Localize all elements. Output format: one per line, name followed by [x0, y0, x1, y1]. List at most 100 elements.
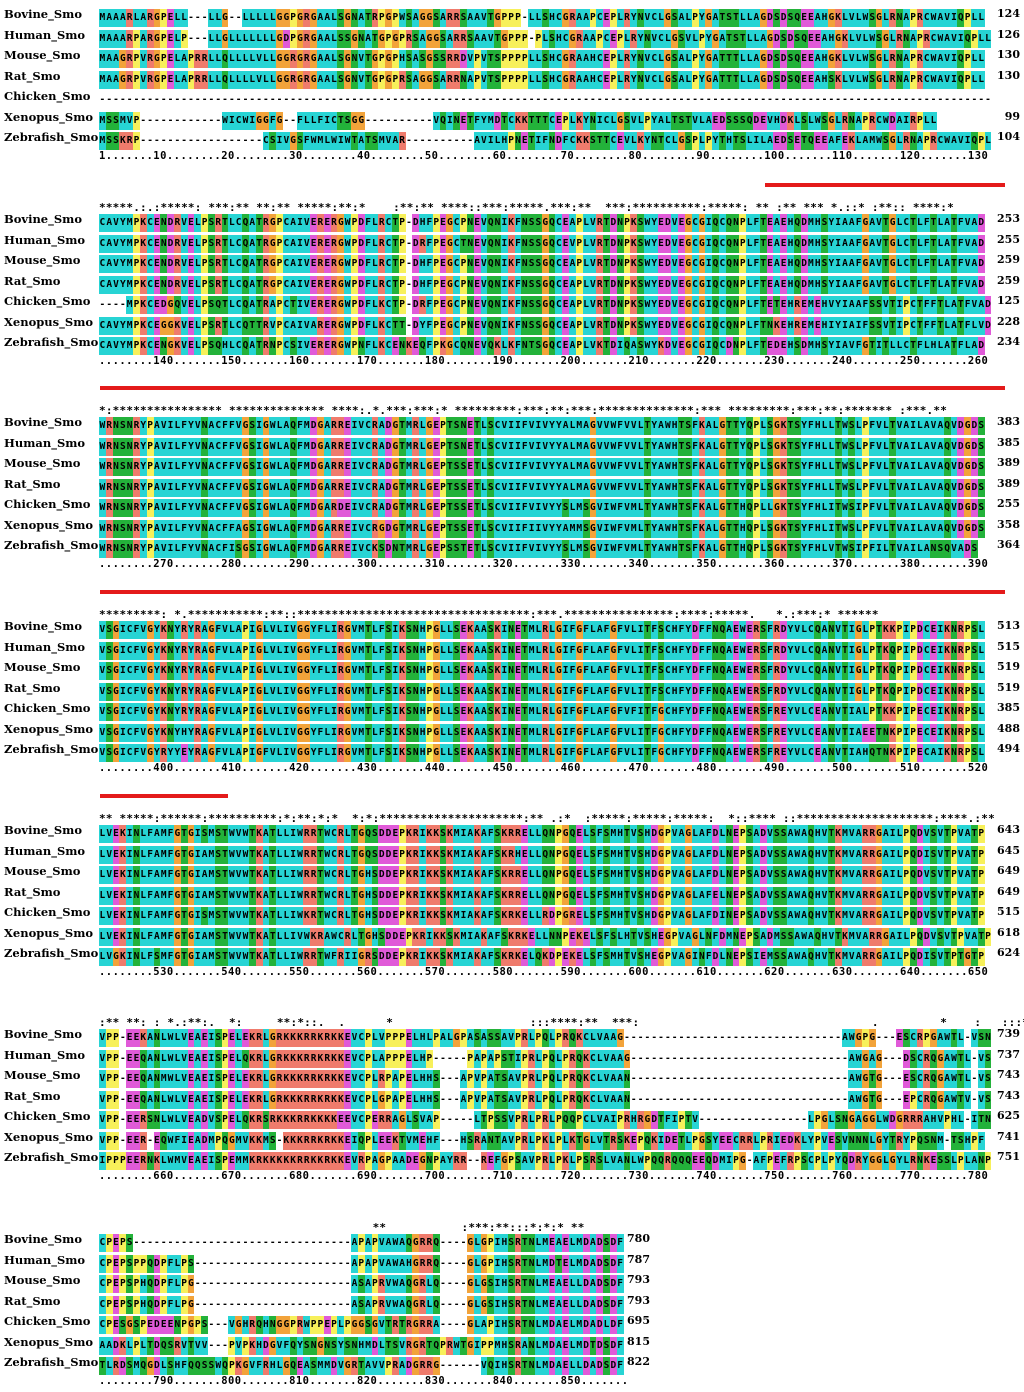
residue-end-number: 228	[997, 314, 1020, 328]
residue-end-number: 255	[997, 497, 1020, 510]
residue-end-number: 815	[627, 1334, 650, 1348]
residue-end-number: 737	[997, 1047, 1020, 1061]
sequence-name: Chicken_Smo	[4, 905, 91, 919]
sequence-name: Zebrafish_Smo	[4, 946, 99, 960]
sequence-residues: CAVYMPKCENDRVELPSRTLCQATRGPCAIVERERGWPDF…	[99, 272, 985, 294]
sequence-name: Xenopus_Smo	[4, 517, 94, 532]
residue-end-number: 618	[997, 925, 1020, 939]
sequence-residues: WRNSNRYPAVILFYVNACFFVGSIGWLAQFMDGARDEIVC…	[99, 495, 985, 517]
sequence-name: Human_Smo	[4, 843, 86, 858]
sequence-residues: CAVYMPKCENDRVELPSRTLCQATRGPCAIVERERGWPDF…	[99, 231, 985, 253]
sequence-name: Mouse_Smo	[4, 253, 81, 267]
residue-end-number: 358	[997, 517, 1020, 531]
residue-end-number: 519	[997, 660, 1020, 673]
position-ruler: ........270.......280.......290.......30…	[99, 557, 989, 570]
sequence-residues: LVGKINLFSMFGTGIAMSTWVWTKATLLIWRRTWFRIIGR…	[99, 944, 985, 966]
sequence-residues: MAAGRPVRGPELAPRRLLQLLLLVLLGGRGRGAALSGNVT…	[99, 67, 985, 89]
sequence-residues: CPEPS--------------------------------APA…	[99, 1230, 624, 1252]
sequence-residues: LVEKINLFAMFGTGIAMSTWVWTKATLLIWRRTWCRLTGH…	[99, 883, 985, 905]
position-ruler: ........400.......410.......420.......43…	[99, 761, 989, 774]
residue-end-number: 104	[997, 130, 1020, 143]
sequence-name: Xenopus_Smo	[4, 109, 94, 124]
residue-end-number: 255	[997, 232, 1020, 246]
sequence-name: Zebrafish_Smo	[4, 538, 99, 552]
sequence-residues: VSGICFVGYKNYRYRAGFVLAPIGLVLIVGGYFLIRGVMT…	[99, 638, 985, 660]
sequence-residues: WRNSNRYPAVILFYVNACFFVGSIGWLAQFMDGARREIVC…	[99, 454, 985, 476]
residue-end-number: 513	[997, 619, 1020, 632]
sequence-residues: VPP-EEQANLWLVEAEISPELEKRLGRKKKRRKRKKEVCP…	[99, 1087, 992, 1109]
sequence-name: Xenopus_Smo	[4, 1334, 94, 1349]
sequence-name: Mouse_Smo	[4, 456, 81, 470]
sequence-residues: CPESGSPEDEENPGPS---VGHRQHNGGPRWPPEPLPGGS…	[99, 1312, 624, 1334]
sequence-name: Zebrafish_Smo	[4, 1150, 99, 1164]
position-ruler: ........140.......150.......160.......17…	[99, 354, 989, 367]
residue-end-number: 383	[997, 415, 1020, 428]
sequence-name: Human_Smo	[4, 1047, 86, 1062]
sequence-residues: TLRDSMQGDLSHFQQSSWQPKGVFRHLGQEASMMDVGRTA…	[99, 1353, 624, 1375]
position-ruler: ........530.......540.......550.......56…	[99, 965, 989, 978]
sequence-name: Zebrafish_Smo	[4, 335, 99, 349]
sequence-name: Chicken_Smo	[4, 1109, 91, 1123]
conservation-line: :** **: : *.:**:. *: **:*::. . * :::****…	[99, 1016, 1024, 1029]
residue-end-number: 125	[997, 294, 1020, 307]
sequence-residues: CPEPSPPQDPFLPS-----------------------APA…	[99, 1251, 624, 1273]
sequence-name: Xenopus_Smo	[4, 1129, 94, 1144]
residue-end-number: 385	[997, 435, 1020, 449]
sequence-name: Human_Smo	[4, 639, 86, 654]
residue-end-number: 643	[997, 823, 1020, 836]
sequence-residues: CAVYMPKCEGGKVELPSRTLCQTTRVPCAIVARERGWPDF…	[99, 313, 992, 335]
residue-end-number: 822	[627, 1355, 650, 1368]
sequence-residues: VSGICFVGYKNYHYRAGFVLAPIGLVLIVGGYFLIRGVMT…	[99, 720, 985, 742]
residue-end-number: 739	[997, 1027, 1020, 1040]
residue-end-number: 743	[997, 1088, 1020, 1102]
residue-end-number: 488	[997, 721, 1020, 735]
sequence-name: Chicken_Smo	[4, 497, 91, 511]
sequence-residues: VSGICFVGYRYYEYRAGFVLAPIGFVLIVGGYFLIRGVMT…	[99, 740, 985, 762]
sequence-name: Zebrafish_Smo	[4, 742, 99, 756]
sequence-residues: WRNSNRYPAVILFYVNACFFVGSIGWLAQFMDGARREIVC…	[99, 434, 985, 456]
residue-end-number: 793	[627, 1293, 650, 1307]
conservation-line: *****.:.:*****: ***:** **:** *****:**:* …	[99, 201, 954, 214]
sequence-name: Chicken_Smo	[4, 701, 91, 715]
residue-end-number: 793	[627, 1273, 650, 1286]
residue-end-number: 645	[997, 843, 1020, 857]
sequence-residues: WRNSNRYPAVILFYVNACFFAGSIGWLAQFMDGARREIVC…	[99, 516, 985, 538]
conservation-line: ** *****:******:**********:*:**:*:* *:*:…	[99, 812, 995, 825]
sequence-name: Rat_Smo	[4, 1088, 61, 1103]
residue-end-number: 519	[997, 680, 1020, 694]
sequence-residues: MAAARLARGPELL---LLG--LLLLLGGPGRGAALSGNAT…	[99, 5, 985, 27]
residue-end-number: 494	[997, 742, 1020, 755]
residue-end-number: 649	[997, 884, 1020, 898]
sequence-name: Human_Smo	[4, 27, 86, 42]
sequence-name: Human_Smo	[4, 1252, 86, 1267]
sequence-name: Human_Smo	[4, 435, 86, 450]
sequence-name: Chicken_Smo	[4, 1314, 91, 1328]
sequence-name: Zebrafish_Smo	[4, 1355, 99, 1369]
sequence-name: Zebrafish_Smo	[4, 130, 99, 144]
sequence-residues: LVEKINLFAMFGTGIAMSTWVWTKATLLIWRRTWCRLTGH…	[99, 862, 985, 884]
residue-end-number: 625	[997, 1109, 1020, 1122]
sequence-name: Rat_Smo	[4, 884, 61, 899]
sequence-name: Bovine_Smo	[4, 212, 83, 226]
sequence-name: Rat_Smo	[4, 68, 61, 83]
sequence-residues: CPEPSPHQDPFLPG-----------------------ASA…	[99, 1292, 624, 1314]
residue-end-number: 741	[997, 1129, 1020, 1143]
residue-end-number: 389	[997, 476, 1020, 490]
sequence-name: Rat_Smo	[4, 273, 61, 288]
sequence-residues: ----MPKCEDGQVELPSQTLCQATRAPCTIVERERGWPDF…	[99, 292, 992, 314]
residue-end-number: 515	[997, 639, 1020, 653]
sequence-residues: LVEKINLFAMFGTGIAMSTWVWTKATLLIWRRTWCRLTGQ…	[99, 842, 985, 864]
sequence-residues: MAAGRPVRGPELAPRRLLQLLLLVLLGGRGRGAALSGNVT…	[99, 46, 985, 68]
sequence-name: Chicken_Smo	[4, 294, 91, 308]
residue-end-number: 389	[997, 456, 1020, 469]
residue-end-number: 780	[627, 1232, 650, 1245]
sequence-residues: LVEKINLFAMFGTGIAMSTWVWTKATLLIVWKRAWCRLTG…	[99, 924, 992, 946]
sequence-name: Xenopus_Smo	[4, 925, 94, 940]
conservation-line: ** :***:**:::*:*:* **	[99, 1221, 585, 1234]
sequence-name: Bovine_Smo	[4, 415, 83, 429]
sequence-residues: VSGICFVGYKNYRYRAGFVLAPIGLVLIVGGYFLIRGVMT…	[99, 658, 985, 680]
sequence-residues: AADKLPLTDQSRVTVV---PVPKHDGVFQYSNGNSYSNHM…	[99, 1333, 624, 1355]
residue-end-number: 515	[997, 905, 1020, 918]
transmembrane-region-bar	[765, 183, 1005, 187]
conservation-line: *********: *.***********:**::***********…	[99, 608, 879, 621]
